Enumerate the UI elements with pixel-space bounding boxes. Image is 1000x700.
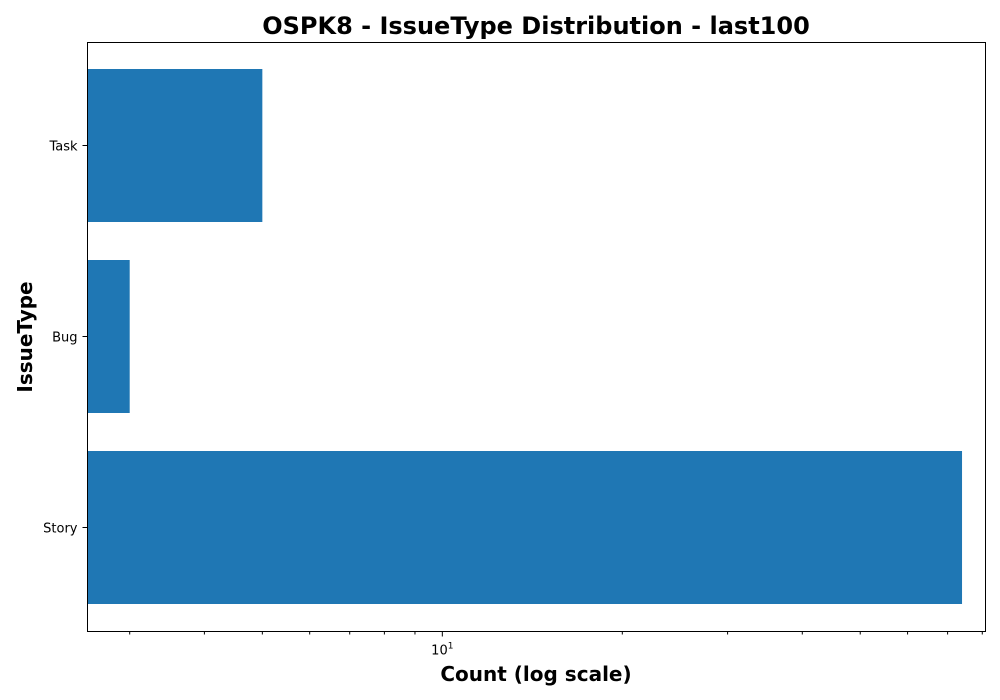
y-tick-label-bug: Bug (52, 331, 77, 346)
plot-frame (87, 42, 986, 632)
y-axis-ticks: Story Bug Task (43, 140, 88, 537)
y-tick-label-story: Story (43, 522, 78, 537)
bar-story (87, 451, 963, 604)
x-axis-label: Count (log scale) (440, 662, 631, 686)
y-tick-label-task: Task (48, 140, 78, 155)
bar-task (87, 69, 263, 222)
x-axis-ticks: 101 (129, 631, 983, 659)
y-axis-label: IssueType (13, 281, 37, 392)
bars (87, 69, 963, 604)
bar-bug (87, 260, 130, 413)
chart-title: OSPK8 - IssueType Distribution - last100 (262, 12, 810, 40)
x-tick-label: 101 (431, 642, 453, 659)
